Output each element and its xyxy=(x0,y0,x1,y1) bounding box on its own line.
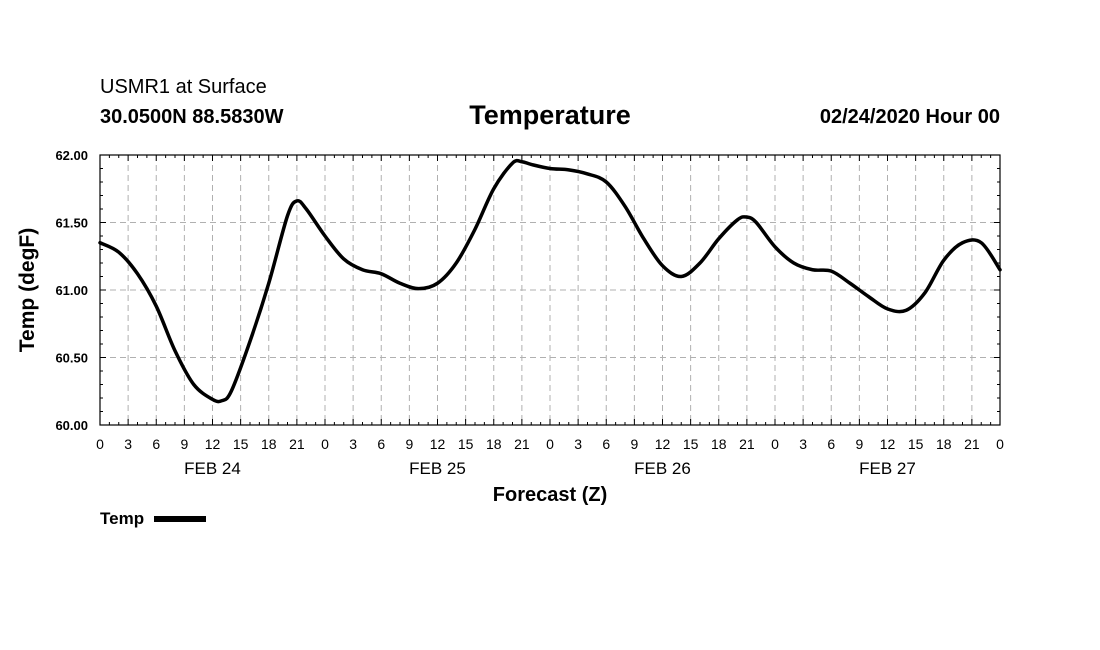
x-tick-label: 9 xyxy=(180,436,188,452)
date-label: FEB 26 xyxy=(634,459,691,478)
x-tick-label: 15 xyxy=(458,436,474,452)
date-label: FEB 27 xyxy=(859,459,916,478)
x-tick-label: 3 xyxy=(349,436,357,452)
x-tick-label: 12 xyxy=(880,436,896,452)
x-tick-label: 21 xyxy=(289,436,305,452)
x-tick-label: 0 xyxy=(96,436,104,452)
coordinates-label: 30.0500N 88.5830W xyxy=(100,106,284,128)
legend: Temp xyxy=(100,509,207,529)
x-tick-label: 3 xyxy=(574,436,582,452)
legend-label: Temp xyxy=(100,509,145,528)
y-tick-label: 60.50 xyxy=(55,351,88,366)
date-label: FEB 24 xyxy=(184,459,241,478)
valid-time-label: 02/24/2020 Hour 00 xyxy=(819,106,1000,128)
axis-ticks xyxy=(99,154,1001,426)
x-tick-label: 6 xyxy=(152,436,160,452)
x-tick-label: 3 xyxy=(124,436,132,452)
x-tick-label: 0 xyxy=(771,436,779,452)
x-tick-label: 12 xyxy=(655,436,671,452)
x-tick-label: 9 xyxy=(855,436,863,452)
y-tick-label: 62.00 xyxy=(55,148,88,163)
x-tick-label: 12 xyxy=(430,436,446,452)
x-tick-label: 15 xyxy=(233,436,249,452)
chart-title: Temperature xyxy=(469,100,631,130)
date-label: FEB 25 xyxy=(409,459,466,478)
y-tick-label: 60.00 xyxy=(55,418,88,433)
axis-labels-layer: 60.00 60.50 61.00 61.50 62.00 0 3 6 9 12 15 18 21 0 3 6… xyxy=(16,148,1004,506)
x-tick-label: 21 xyxy=(739,436,755,452)
y-tick-label: 61.50 xyxy=(55,216,88,231)
x-tick-label: 12 xyxy=(205,436,221,452)
x-tick-label: 15 xyxy=(908,436,924,452)
x-tick-label: 18 xyxy=(936,436,952,452)
x-tick-label: 3 xyxy=(799,436,807,452)
x-tick-label: 6 xyxy=(602,436,610,452)
series-layer xyxy=(98,158,1002,404)
x-tick-label: 6 xyxy=(377,436,385,452)
station-label: USMR1 at Surface xyxy=(100,76,267,98)
x-tick-label: 0 xyxy=(996,436,1004,452)
x-tick-label: 0 xyxy=(321,436,329,452)
x-tick-label: 18 xyxy=(486,436,502,452)
x-axis-title: Forecast (Z) xyxy=(493,484,607,506)
x-tick-label: 6 xyxy=(827,436,835,452)
x-tick-label: 18 xyxy=(711,436,727,452)
legend-swatch xyxy=(154,516,207,522)
x-tick-label: 9 xyxy=(630,436,638,452)
x-tick-label: 9 xyxy=(405,436,413,452)
x-tick-label: 21 xyxy=(964,436,980,452)
y-axis-title: Temp (degF) xyxy=(16,228,39,352)
y-tick-label: 61.00 xyxy=(55,283,88,298)
x-tick-label: 0 xyxy=(546,436,554,452)
grid-lines xyxy=(100,155,1000,425)
x-tick-label: 21 xyxy=(514,436,530,452)
x-tick-label: 18 xyxy=(261,436,277,452)
series-line-temp xyxy=(98,158,1002,404)
x-tick-label: 15 xyxy=(683,436,699,452)
